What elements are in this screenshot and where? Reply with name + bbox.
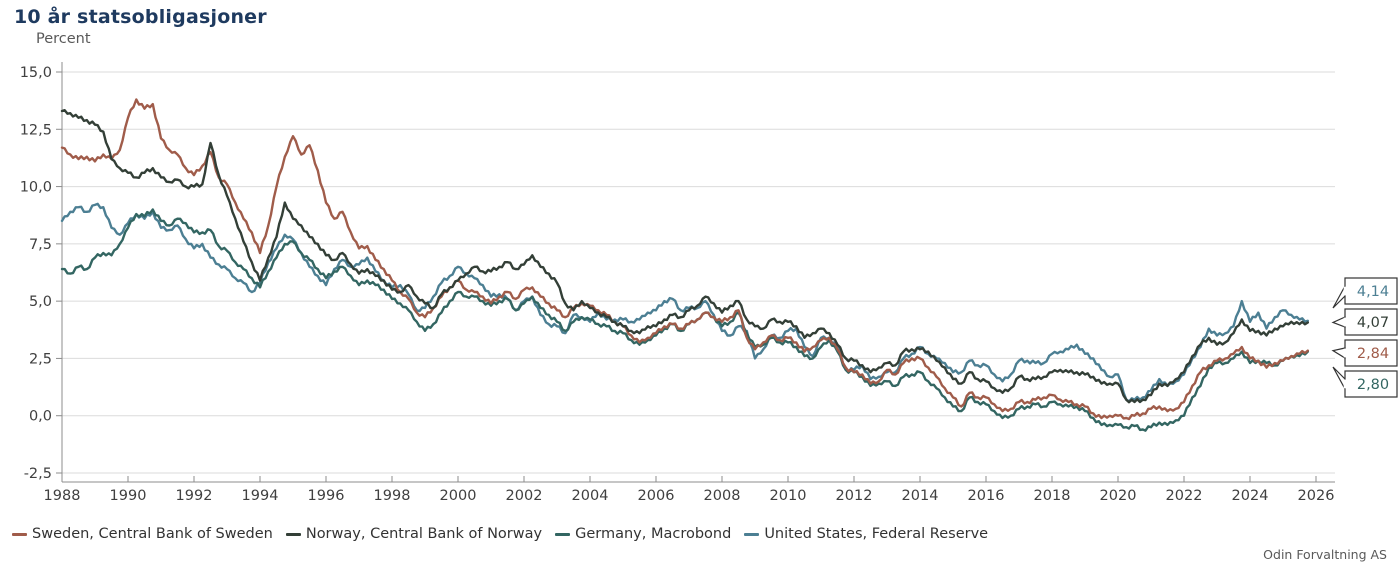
- y-tick-label: 2,5: [29, 351, 52, 367]
- x-tick-label: 1996: [308, 488, 345, 504]
- callout-pointer-norway: [1331, 316, 1346, 328]
- callout-pointer-sweden: [1331, 347, 1346, 360]
- legend: Sweden, Central Bank of Sweden Norway, Ce…: [12, 526, 988, 542]
- legend-item-us: United States, Federal Reserve: [744, 526, 988, 542]
- callout-value-sweden: 2,84: [1357, 346, 1389, 362]
- series-line-norway: [60, 108, 1310, 404]
- y-tick-label: 10,0: [20, 180, 52, 196]
- callout-value-us: 4,14: [1357, 284, 1389, 300]
- callout-pointer-us: [1332, 285, 1346, 309]
- callout-pointer-germany: [1332, 366, 1346, 390]
- x-tick-label: 1990: [110, 488, 147, 504]
- legend-item-germany: Germany, Macrobond: [555, 526, 731, 542]
- legend-label-us: United States, Federal Reserve: [764, 526, 989, 542]
- x-tick-label: 2010: [770, 488, 807, 504]
- x-tick-label: 1992: [176, 488, 213, 504]
- y-tick-label: -2,5: [24, 466, 52, 482]
- x-tick-label: 1994: [242, 488, 279, 504]
- y-tick-label: 0,0: [29, 409, 52, 425]
- x-tick-label: 2024: [1232, 488, 1269, 504]
- x-tick-label: 2000: [440, 488, 477, 504]
- series-line-us: [60, 202, 1310, 403]
- callout-box-sweden: [1344, 339, 1398, 367]
- x-tick-label: 2022: [1166, 488, 1203, 504]
- legend-marker-germany: [555, 532, 571, 536]
- legend-label-germany: Germany, Macrobond: [575, 526, 732, 542]
- callout-value-germany: 2,80: [1357, 377, 1389, 393]
- legend-item-sweden: Sweden, Central Bank of Sweden: [12, 526, 273, 542]
- legend-marker-us: [744, 532, 760, 536]
- series-line-sweden: [60, 98, 1310, 421]
- x-tick-label: 2006: [638, 488, 675, 504]
- y-axis-title: Percent: [36, 31, 91, 47]
- x-tick-label: 2016: [968, 488, 1005, 504]
- x-tick-label: 2012: [836, 488, 873, 504]
- x-tick-label: 2026: [1298, 488, 1335, 504]
- x-tick-label: 2014: [902, 488, 939, 504]
- legend-item-norway: Norway, Central Bank of Norway: [285, 526, 543, 542]
- x-tick-label: 2008: [704, 488, 741, 504]
- legend-label-sweden: Sweden, Central Bank of Sweden: [32, 526, 273, 542]
- y-tick-label: 15,0: [20, 65, 52, 81]
- legend-marker-norway: [285, 532, 301, 536]
- x-tick-label: 2020: [1100, 488, 1137, 504]
- callout-box-norway: [1344, 308, 1398, 336]
- legend-marker-sweden: [12, 532, 27, 536]
- source-attribution: Odin Forvaltning AS: [1263, 547, 1387, 562]
- y-tick-label: 5,0: [29, 294, 52, 310]
- series-line-germany: [60, 208, 1310, 432]
- x-tick-label: 2004: [572, 488, 609, 504]
- y-tick-label: 7,5: [29, 237, 52, 253]
- x-tick-label: 2018: [1034, 488, 1071, 504]
- x-tick-label: 1988: [44, 488, 81, 504]
- x-tick-label: 2002: [506, 488, 543, 504]
- x-tick-label: 1998: [374, 488, 411, 504]
- chart-title: 10 år statsobligasjoner: [14, 6, 267, 28]
- y-tick-label: 12,5: [20, 122, 52, 138]
- callout-value-norway: 4,07: [1357, 315, 1389, 331]
- legend-label-norway: Norway, Central Bank of Norway: [305, 526, 543, 542]
